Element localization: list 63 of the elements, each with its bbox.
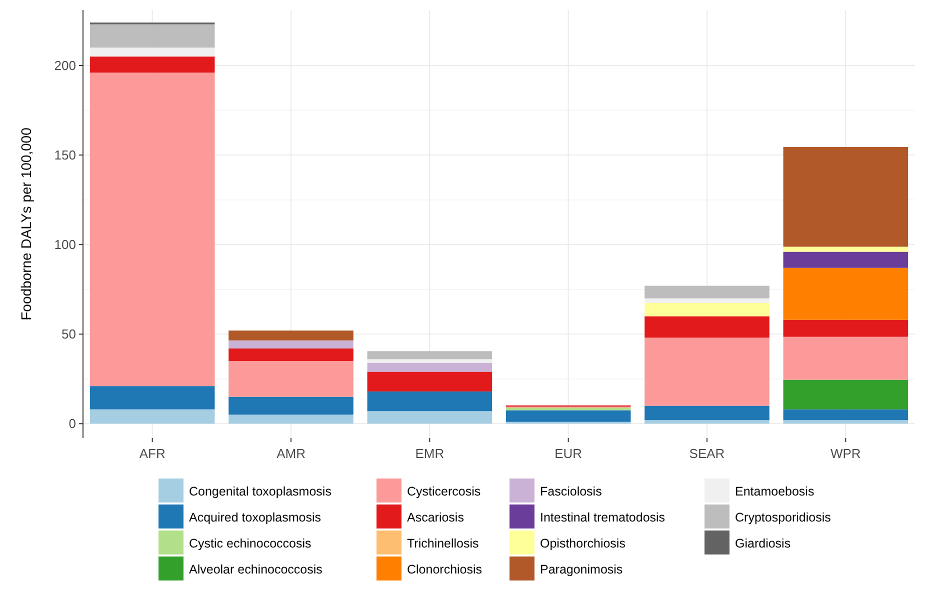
y-tick-label: 200 bbox=[54, 58, 76, 74]
legend-label: Intestinal trematodosis bbox=[540, 510, 666, 524]
legend-label: Alveolar echinococcosis bbox=[189, 562, 322, 576]
legend-label: Cysticercosis bbox=[407, 484, 481, 498]
bar bbox=[367, 411, 492, 424]
bar bbox=[90, 386, 215, 410]
bar bbox=[228, 348, 354, 361]
bar bbox=[506, 410, 631, 422]
legend-label: Congenital toxoplasmosis bbox=[189, 484, 332, 498]
x-tick-label: EUR bbox=[554, 446, 582, 461]
y-tick-label: 150 bbox=[54, 148, 76, 163]
bar bbox=[228, 360, 354, 397]
x-tick-label: AMR bbox=[276, 446, 306, 461]
legend-label: Acquired toxoplasmosis bbox=[189, 510, 322, 524]
bar bbox=[228, 340, 354, 348]
bar bbox=[783, 252, 908, 268]
legend-label: Ascariosis bbox=[407, 510, 464, 524]
bar bbox=[90, 72, 215, 386]
legend-label: Cystic echinococcosis bbox=[189, 536, 312, 550]
legend-label: Fasciolosis bbox=[540, 484, 602, 498]
bar bbox=[228, 414, 354, 424]
bar bbox=[644, 298, 770, 303]
legend-label: Entamoebosis bbox=[735, 484, 814, 498]
x-tick-label: WPR bbox=[830, 446, 861, 461]
legend-label: Opisthorchiosis bbox=[540, 536, 626, 550]
bar bbox=[367, 351, 492, 360]
bar bbox=[783, 246, 908, 252]
bar bbox=[228, 396, 354, 415]
bar bbox=[783, 380, 908, 410]
bar bbox=[644, 338, 770, 406]
bar bbox=[644, 286, 770, 298]
legend-label: Clonorchiosis bbox=[407, 562, 482, 576]
bar bbox=[367, 359, 492, 363]
bar bbox=[90, 56, 215, 73]
bar bbox=[367, 362, 492, 372]
bar bbox=[90, 48, 215, 57]
bar bbox=[783, 420, 908, 424]
bar bbox=[506, 408, 631, 410]
legend-label: Trichinellosis bbox=[407, 536, 479, 550]
bar bbox=[367, 372, 492, 392]
bar bbox=[367, 391, 492, 412]
bar bbox=[644, 406, 770, 420]
bar bbox=[90, 24, 215, 48]
bar bbox=[644, 302, 770, 316]
y-tick-label: 50 bbox=[62, 326, 76, 342]
x-tick-label: AFR bbox=[139, 446, 166, 461]
bar bbox=[783, 336, 908, 380]
bar bbox=[644, 420, 770, 424]
y-tick-label: 100 bbox=[54, 237, 76, 252]
y-axis-title: Foodborne DALYs per 100,000 bbox=[18, 127, 34, 320]
y-tick-label: 0 bbox=[68, 416, 76, 432]
bar bbox=[90, 409, 215, 424]
bar bbox=[783, 146, 908, 247]
bar bbox=[783, 409, 908, 420]
x-tick-label: SEAR bbox=[689, 446, 725, 461]
legend-label: Giardiosis bbox=[735, 536, 791, 550]
legend-label: Cryptosporidiosis bbox=[735, 510, 831, 524]
x-tick-label: EMR bbox=[415, 446, 444, 461]
bar bbox=[783, 268, 908, 320]
bar bbox=[228, 330, 354, 340]
bar bbox=[783, 320, 908, 337]
legend-label: Paragonimosis bbox=[540, 562, 623, 576]
bar bbox=[644, 316, 770, 338]
